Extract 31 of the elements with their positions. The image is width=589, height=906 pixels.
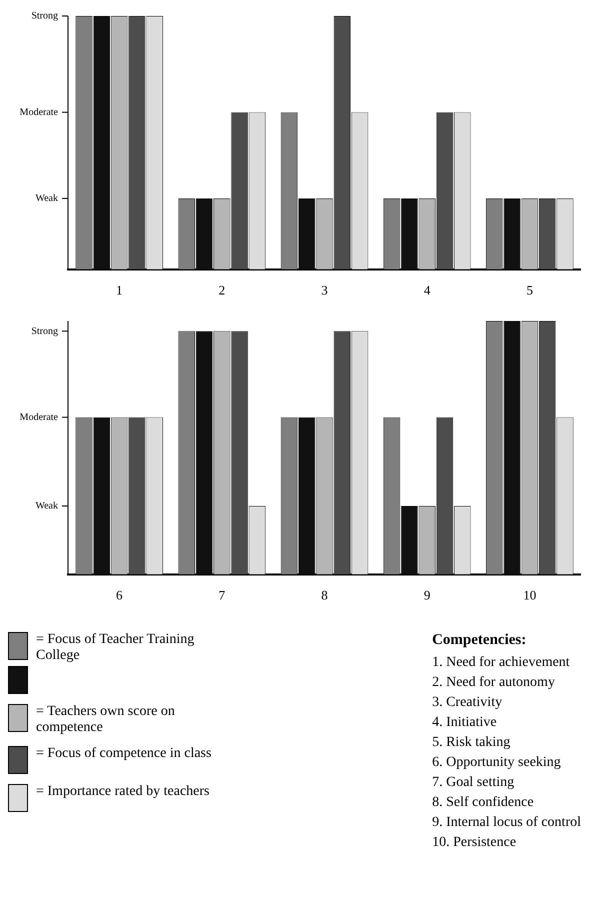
x-tick-label: 5 [526, 282, 533, 298]
text: 5. Risk taking [432, 734, 512, 752]
ref-line-label: Moderate [20, 412, 59, 423]
text: Competencies: [432, 632, 528, 649]
text: 1. Need for achievement [432, 654, 571, 672]
ref-line-label: Strong [31, 10, 58, 22]
x-tick-label: 3 [321, 282, 328, 298]
x-tick-label: 10 [523, 588, 536, 603]
x-tick-label: 4 [424, 282, 431, 298]
text: 10. Persistence [432, 834, 518, 852]
ref-line-label: Weak [35, 193, 58, 204]
text: 2. Need for autonomy [432, 674, 556, 692]
x-tick-label: 2 [218, 282, 226, 298]
text: 6. Opportunity seeking [432, 754, 562, 772]
text: 4. Initiative [432, 714, 498, 732]
ref-line-label: Moderate [20, 106, 59, 118]
x-tick-label: 7 [218, 588, 226, 603]
text: 3. Creativity [432, 694, 504, 712]
x-tick-label: 9 [424, 588, 430, 603]
text: 8. Self confidence [432, 794, 535, 812]
legend-label: = Teachers own score on competence [36, 704, 176, 736]
legend-label: = Focus of competence in class [36, 746, 212, 762]
ref-line-label: Strong [31, 326, 58, 337]
text: 9. Internal locus of control [432, 814, 581, 832]
x-tick-label: 6 [116, 588, 124, 603]
x-tick-label: 1 [116, 282, 123, 298]
x-tick-label: 8 [321, 588, 328, 603]
ref-line-label: Weak [35, 500, 58, 512]
legend-label: = Focus of Teacher Training College [36, 632, 196, 664]
legend-label: = Importance rated by teachers [36, 784, 210, 800]
text: 7. Goal setting [432, 774, 516, 792]
